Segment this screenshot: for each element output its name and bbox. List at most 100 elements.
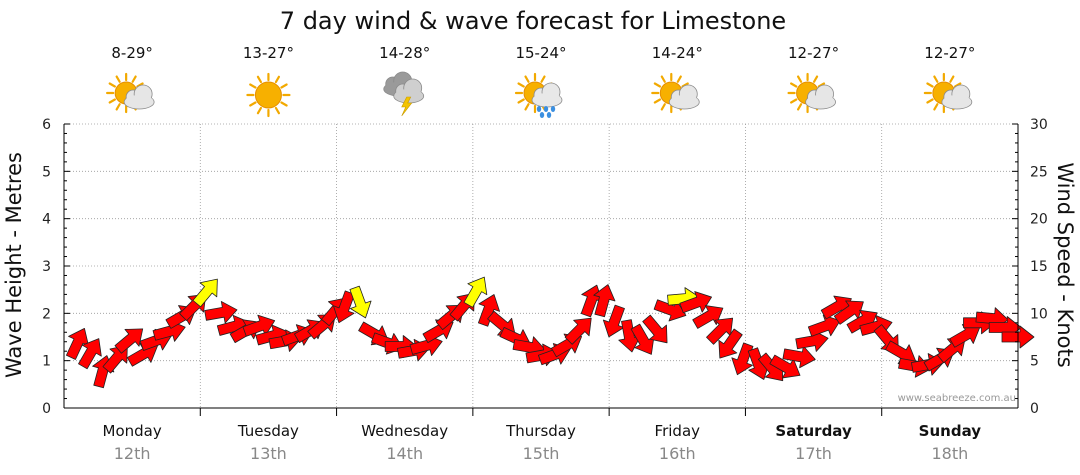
day-date-label: 15th	[523, 444, 560, 463]
sun-ray	[517, 82, 525, 88]
temperature-range: 12-27°	[788, 44, 839, 62]
cloud-shape	[531, 82, 563, 108]
cloud-fill	[394, 89, 423, 101]
wind-arrow-shape	[807, 314, 841, 337]
sun-ray	[653, 98, 662, 104]
wind-arrow-shape	[642, 314, 668, 344]
sun-ray	[280, 83, 288, 89]
wind-arrow	[807, 314, 841, 337]
weather-header: 8-29° 13-27° 14-28° 15-24° 14-24° 12-27° 12-27…	[106, 44, 975, 118]
wind-arrow	[885, 340, 917, 365]
cloud-shape	[668, 84, 700, 110]
rain-drop	[543, 106, 549, 112]
day-name-label: Wednesday	[361, 422, 448, 440]
sun-ray	[653, 82, 662, 88]
wind-arrow	[78, 338, 102, 370]
left-tick-label: 5	[42, 164, 51, 180]
wind-arrow-shape	[204, 301, 238, 324]
sun-ray	[274, 106, 281, 115]
sun-ray	[926, 82, 934, 88]
day-name-label: Saturday	[775, 422, 852, 440]
right-axis-label: Wind Speed - Knots	[1053, 162, 1077, 367]
right-tick-label: 10	[1030, 306, 1048, 322]
left-tick-label: 6	[42, 117, 51, 133]
day-date-label: 18th	[931, 444, 968, 463]
wind-arrow-shape	[731, 342, 754, 376]
sun-ray	[796, 75, 803, 83]
wind-arrow	[718, 328, 743, 359]
sun-ray	[524, 103, 530, 111]
sun-ray	[812, 75, 819, 83]
sun-ray	[249, 101, 257, 107]
cloud-shape	[805, 84, 836, 110]
left-tick-label: 4	[42, 212, 51, 228]
wind-arrow	[731, 342, 754, 376]
sun-disc	[254, 81, 282, 109]
temperature-range: 15-24°	[515, 44, 566, 62]
sun-ray	[249, 83, 257, 89]
sun-ray	[524, 75, 530, 83]
sun-ray	[790, 82, 798, 88]
sun-ray	[115, 75, 121, 83]
wind-arrow	[333, 290, 356, 324]
left-tick-label: 0	[42, 401, 51, 417]
rain-drop	[550, 106, 556, 112]
weather-sunny-icon	[246, 72, 291, 118]
wind-arrow	[949, 324, 981, 348]
day-date-label: 12th	[114, 444, 151, 463]
right-tick-label: 25	[1030, 164, 1048, 180]
lightning-bolt	[401, 96, 413, 117]
right-tick-label: 20	[1030, 212, 1048, 228]
sun-ray	[933, 75, 939, 83]
day-date-label: 16th	[659, 444, 696, 463]
cloud-shape	[941, 84, 973, 110]
temperature-range: 13-27°	[243, 44, 294, 62]
sun-ray	[926, 98, 934, 104]
sun-ray	[108, 98, 116, 104]
day-date-label: 14th	[386, 444, 423, 463]
left-tick-label: 3	[42, 259, 51, 275]
wind-arrow-shape	[718, 328, 743, 359]
sun-ray	[517, 98, 525, 104]
sun-ray	[131, 75, 137, 83]
sun-ray	[949, 75, 955, 83]
right-tick-label: 5	[1030, 354, 1039, 370]
wind-arrow-shape	[114, 328, 144, 354]
sun-ray	[660, 75, 666, 83]
weather-partly-cloudy-icon	[923, 72, 973, 114]
rain-drop	[536, 106, 542, 112]
watermark: www.seabreeze.com.au	[898, 393, 1016, 404]
day-name-label: Sunday	[919, 422, 982, 440]
wind-arrow	[192, 278, 218, 308]
temperature-range: 8-29°	[111, 44, 153, 62]
wind-arrow	[114, 328, 144, 354]
weather-partly-cloudy-icon	[787, 72, 836, 114]
left-axis-ticks: 0 1 2 3 4 5 6	[42, 117, 51, 417]
wind-arrow-shape	[333, 290, 356, 324]
wind-arrow	[463, 276, 488, 308]
wind-arrow-shape	[192, 278, 218, 308]
left-tick-label: 1	[42, 354, 51, 370]
sun-ray	[790, 98, 798, 104]
wind-arrow-shape	[126, 342, 158, 367]
sun-ray	[115, 103, 121, 111]
day-name-label: Tuesday	[237, 422, 299, 440]
right-tick-label: 0	[1030, 401, 1039, 417]
cloud-fill	[806, 95, 835, 107]
cloud-fill	[670, 95, 699, 107]
wind-arrow	[642, 314, 668, 344]
right-tick-label: 15	[1030, 259, 1048, 275]
wind-arrow	[564, 317, 592, 345]
day-date-label: 13th	[250, 444, 287, 463]
cloud-shape	[123, 84, 155, 110]
wind-arrow-shape	[78, 338, 102, 370]
weather-partly-cloudy-icon	[106, 72, 155, 114]
rain-drop	[546, 112, 552, 118]
wind-arrow	[679, 291, 712, 314]
day-name-label: Friday	[655, 422, 701, 440]
sun-ray	[676, 75, 682, 83]
wind-arrow	[349, 285, 372, 319]
wind-arrow	[692, 305, 724, 329]
day-name-label: Thursday	[505, 422, 576, 440]
